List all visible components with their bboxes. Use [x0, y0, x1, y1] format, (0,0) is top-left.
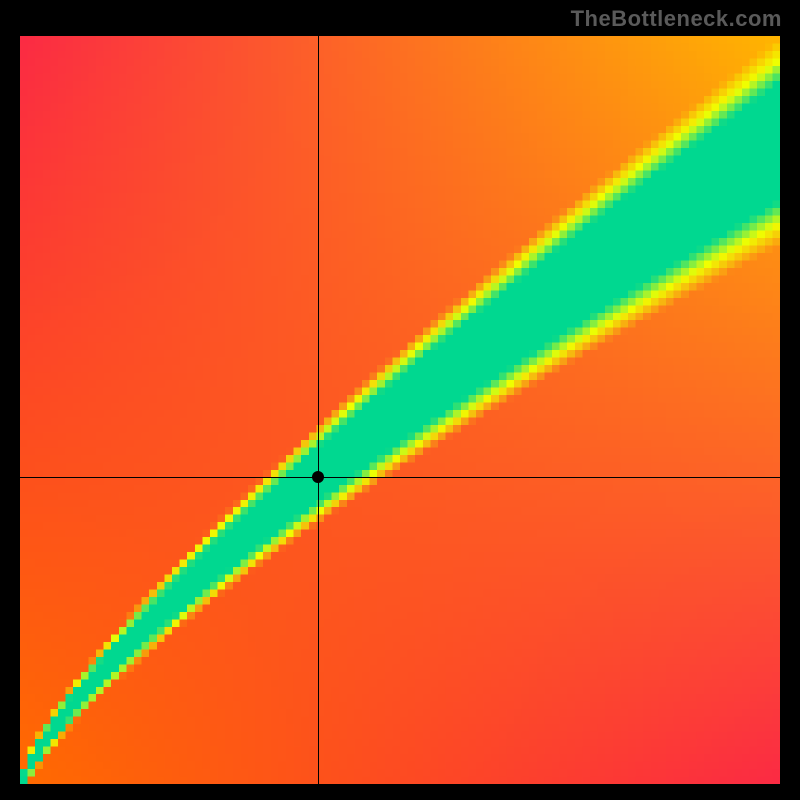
- crosshair-vertical: [318, 36, 319, 784]
- bottleneck-heatmap-plot: [20, 36, 780, 784]
- heatmap-canvas: [20, 36, 780, 784]
- crosshair-marker: [312, 471, 324, 483]
- crosshair-horizontal: [20, 477, 780, 478]
- watermark-text: TheBottleneck.com: [571, 6, 782, 32]
